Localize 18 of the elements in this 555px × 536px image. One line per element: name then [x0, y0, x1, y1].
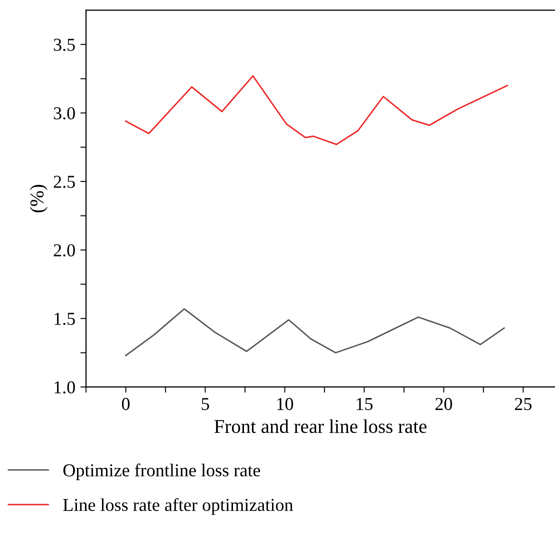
y-tick-label: 3.0 — [54, 107, 75, 120]
x-tick-label: 5 — [202, 398, 210, 410]
x-tick-label: 25 — [514, 398, 532, 410]
y-tick-label: 3.5 — [54, 38, 75, 51]
legend-label: Optimize frontline loss rate — [63, 464, 260, 480]
y-tick-label: 2.0 — [54, 244, 75, 256]
y-tick-label: 1.5 — [54, 312, 75, 326]
x-tick-label: 10 — [277, 398, 294, 410]
x-axis-title: Front and rear line loss rate — [214, 419, 426, 434]
line-series — [125, 308, 505, 356]
legend-label: Line loss rate after optimization — [63, 498, 294, 515]
x-tick-label: 0 — [122, 398, 130, 410]
y-tick-label: 2.5 — [54, 176, 75, 188]
y-axis-title: (%) — [30, 184, 48, 212]
line-series — [125, 75, 508, 146]
x-tick-label: 15 — [356, 398, 373, 410]
y-tick-label: 1.0 — [54, 381, 75, 394]
x-tick-label: 20 — [435, 398, 452, 410]
